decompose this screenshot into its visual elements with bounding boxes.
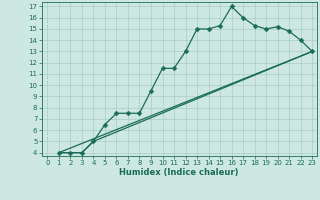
X-axis label: Humidex (Indice chaleur): Humidex (Indice chaleur) [119, 168, 239, 177]
